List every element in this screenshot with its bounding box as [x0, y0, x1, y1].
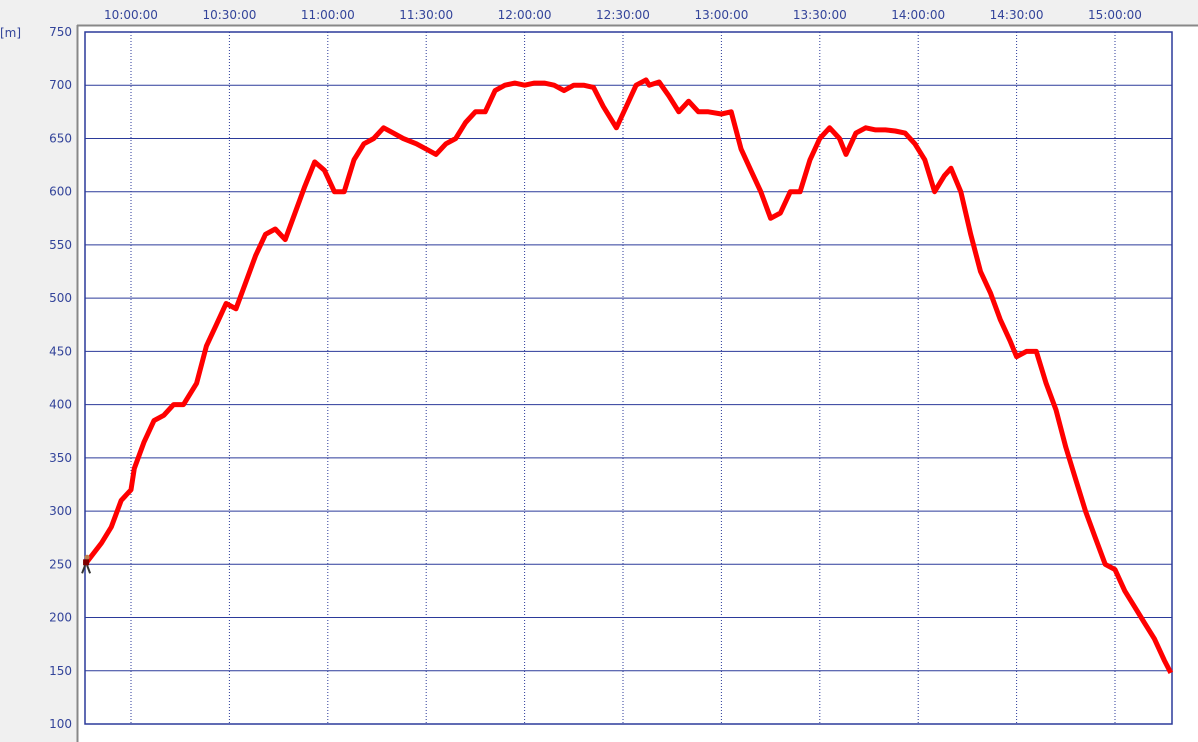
y-tick-label: 700: [49, 78, 72, 92]
x-tick-label: 12:30:00: [596, 8, 650, 22]
x-tick-label: 10:30:00: [202, 8, 256, 22]
chart-panel: [77, 25, 1198, 742]
y-tick-label: 200: [49, 611, 72, 625]
y-tick-label: 650: [49, 131, 72, 145]
y-tick-label: 300: [49, 504, 72, 518]
y-tick-label: 350: [49, 451, 72, 465]
x-tick-label: 15:00:00: [1088, 8, 1142, 22]
hiker-leg: [86, 564, 92, 574]
hiker-marker-icon: [81, 554, 92, 574]
y-tick-label: 250: [49, 557, 72, 571]
hiker-body: [83, 559, 90, 566]
y-tick-label: 400: [49, 398, 72, 412]
x-tick-label: 13:00:00: [694, 8, 748, 22]
x-tick-label: 14:30:00: [990, 8, 1044, 22]
y-tick-label: 600: [49, 185, 72, 199]
hiker-leg: [81, 564, 87, 574]
hiker-head: [84, 554, 90, 560]
y-axis-unit-label: [m]: [0, 26, 21, 40]
y-tick-label: 550: [49, 238, 72, 252]
y-tick-label: 500: [49, 291, 72, 305]
x-tick-label: 13:30:00: [793, 8, 847, 22]
x-tick-label: 11:00:00: [301, 8, 355, 22]
elevation-line: [83, 77, 1174, 675]
y-tick-label: 450: [49, 344, 72, 358]
y-tick-label: 100: [49, 717, 72, 731]
x-tick-label: 11:30:00: [399, 8, 453, 22]
x-tick-label: 14:00:00: [891, 8, 945, 22]
x-tick-label: 12:00:00: [498, 8, 552, 22]
y-tick-label: 150: [49, 664, 72, 678]
x-tick-label: 10:00:00: [104, 8, 158, 22]
y-tick-label: 750: [49, 25, 72, 39]
